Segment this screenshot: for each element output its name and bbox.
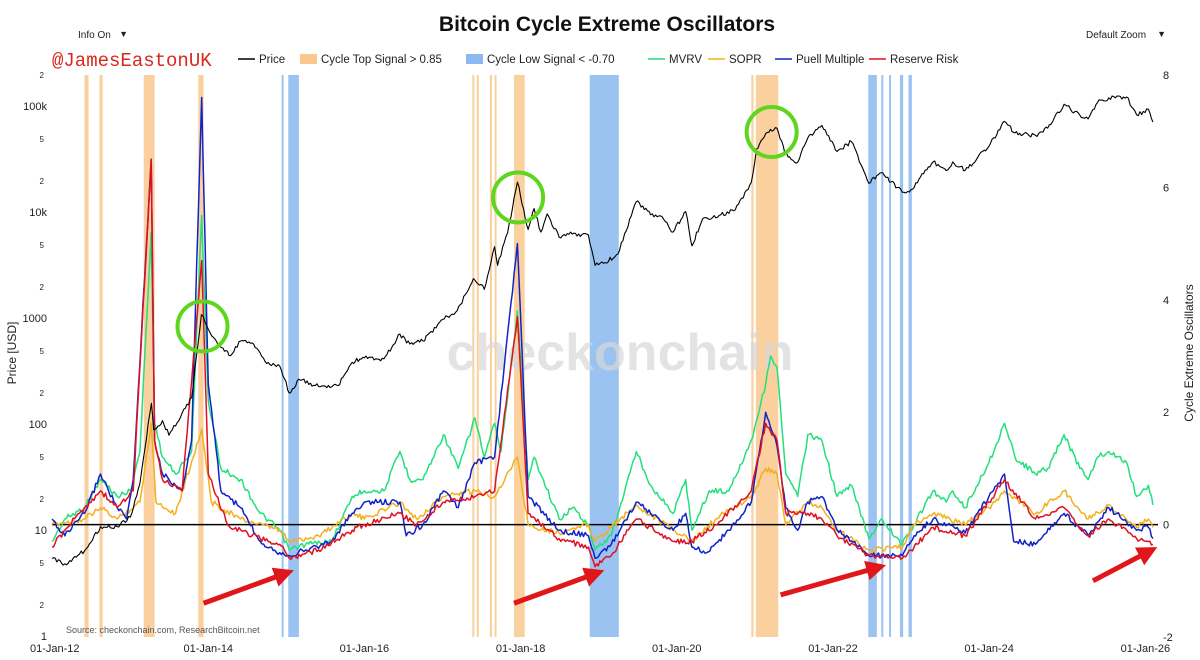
- cycle-low-band: [881, 75, 884, 637]
- series-line-mvrv: [51, 214, 1154, 551]
- series-line-price: [51, 95, 1154, 566]
- x-tick-label: 01-Jan-26: [1121, 643, 1171, 655]
- highlight-circle: [491, 170, 546, 225]
- red-arrow: [202, 567, 294, 606]
- legend-entry-label: MVRV: [669, 54, 702, 66]
- x-tick-label: 01-Jan-20: [652, 643, 702, 655]
- cycle-top-band: [198, 75, 204, 637]
- y-left-tick-label: 1000: [23, 313, 47, 325]
- highlight-circle: [175, 299, 230, 354]
- y-axis-left-label: Price [USD]: [5, 322, 19, 385]
- zoom-select[interactable]: Default Zoom ▼: [1080, 28, 1170, 44]
- cycle-top-band: [99, 75, 103, 637]
- x-tick-label: 01-Jan-16: [340, 643, 390, 655]
- x-tick-label: 01-Jan-18: [496, 643, 546, 655]
- highlight-circle: [744, 104, 799, 159]
- cycle-top-band: [472, 75, 475, 637]
- zoom-select-label: Default Zoom: [1086, 30, 1147, 41]
- y-left-tick-label: 2: [40, 389, 45, 398]
- y-left-tick-label: 1: [41, 631, 47, 643]
- legend-entry-label: Reserve Risk: [890, 54, 959, 66]
- y-left-tick-label: 5: [40, 347, 45, 356]
- chart-title: Bitcoin Cycle Extreme Oscillators: [439, 13, 775, 36]
- legend-entry-label: Puell Multiple: [796, 54, 864, 66]
- legend: Price Cycle Top Signal > 0.85 Cycle Low Si…: [238, 54, 959, 66]
- cycle-low-band: [908, 75, 912, 637]
- y-left-tick-label: 2: [40, 283, 45, 292]
- x-tick-label: 01-Jan-12: [30, 643, 80, 655]
- red-arrow: [779, 560, 887, 598]
- legend-swatch: [300, 54, 317, 64]
- legend-entry-label: SOPR: [729, 54, 762, 66]
- cycle-low-band: [889, 75, 892, 637]
- y-left-tick-label: 5: [40, 453, 45, 462]
- cycle-top-band: [143, 75, 155, 637]
- x-tick-label: 01-Jan-24: [964, 643, 1014, 655]
- legend-entry-label: Cycle Top Signal > 0.85: [321, 54, 442, 66]
- cycle-top-band: [489, 75, 493, 637]
- info-toggle-label: Info On: [78, 30, 111, 41]
- x-tick-label: 01-Jan-14: [184, 643, 234, 655]
- y-left-tick-label: 10k: [29, 207, 47, 219]
- series-line-puell-multiple: [51, 96, 1154, 560]
- y-left-tick-label: 2: [40, 601, 45, 610]
- y-left-tick-label: 5: [40, 559, 45, 568]
- cycle-top-band: [755, 75, 779, 637]
- handle-text: @JamesEastonUK: [52, 50, 212, 72]
- y-left-tick-label: 100: [29, 419, 47, 431]
- y-left-tick-label: 5: [40, 135, 45, 144]
- y-right-tick-label: 2: [1163, 407, 1169, 419]
- y-left-tick-label: 2: [40, 177, 45, 186]
- info-toggle-select[interactable]: Info On ▼: [72, 28, 132, 44]
- cycle-low-band: [281, 75, 284, 637]
- chevron-down-icon: ▼: [1157, 29, 1166, 39]
- cycle-low-band: [288, 75, 299, 637]
- y-left-tick-label: 100k: [23, 101, 47, 113]
- y-right-tick-label: 8: [1163, 70, 1169, 82]
- series-line-reserve-risk: [51, 158, 1154, 568]
- y-left-tick-label: 10: [35, 525, 47, 537]
- x-tick-label: 01-Jan-22: [808, 643, 858, 655]
- y-axis-right-label: Cycle Extreme Oscillators: [1182, 284, 1196, 421]
- y-right-tick-label: 0: [1163, 520, 1169, 532]
- y-right-tick-label: 6: [1163, 182, 1169, 194]
- source-note: Source: checkonchain.com, ResearchBitcoi…: [66, 625, 260, 635]
- cycle-low-band: [899, 75, 904, 637]
- series-line-sopr: [51, 422, 1154, 553]
- y-right-tick-label: 4: [1163, 295, 1169, 307]
- cycle-top-band: [84, 75, 89, 637]
- cycle-low-band: [868, 75, 877, 637]
- y-left-tick-label: 2: [40, 495, 45, 504]
- chevron-down-icon: ▼: [119, 29, 128, 39]
- cycle-top-band: [494, 75, 497, 637]
- y-left-tick-label: 2: [40, 71, 45, 80]
- red-arrow: [1091, 547, 1158, 584]
- y-right-tick-label: -2: [1163, 632, 1173, 644]
- cycle-top-band: [751, 75, 754, 637]
- cycle-top-band: [476, 75, 479, 637]
- watermark-text: checkonchain: [447, 324, 794, 382]
- legend-entry-label: Cycle Low Signal < -0.70: [487, 54, 615, 66]
- red-arrow: [513, 567, 605, 606]
- legend-entry-label: Price: [259, 54, 285, 66]
- legend-swatch: [466, 54, 483, 64]
- y-left-tick-label: 5: [40, 241, 45, 250]
